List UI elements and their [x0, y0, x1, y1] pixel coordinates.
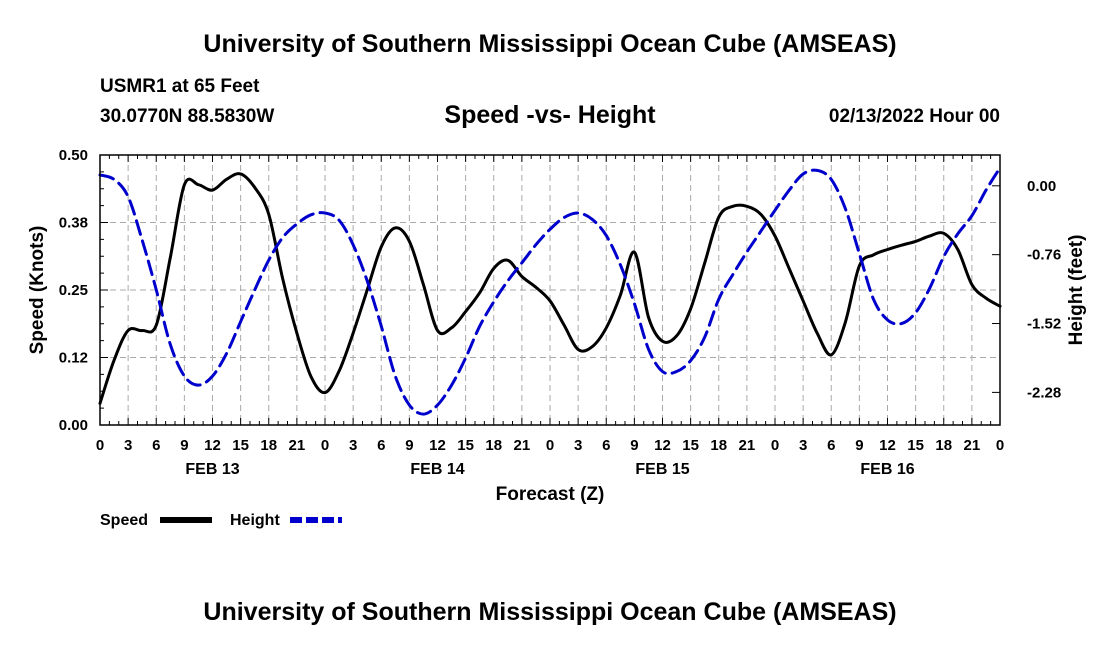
- legend-height-label: Height: [230, 512, 280, 529]
- x-tick-label: 12: [879, 437, 896, 454]
- day-label: FEB 14: [410, 461, 464, 478]
- x-tick-label: 6: [602, 437, 610, 454]
- y-tick-label: 0.25: [59, 282, 88, 299]
- x-tick-label: 18: [260, 437, 277, 454]
- x-tick-label: 12: [204, 437, 221, 454]
- forecast-datetime: 02/13/2022 Hour 00: [828, 106, 1000, 127]
- x-tick-label: 9: [180, 437, 188, 454]
- y-axis-label: Speed (Knots): [27, 226, 48, 355]
- x-tick-label: 21: [739, 437, 756, 454]
- y2-tick-label: 0.00: [1027, 178, 1056, 195]
- x-tick-label: 9: [855, 437, 863, 454]
- x-tick-label: 21: [514, 437, 531, 454]
- legend-speed-label: Speed: [100, 512, 148, 529]
- x-tick-label: 9: [630, 437, 638, 454]
- x-tick-label: 0: [771, 437, 779, 454]
- x-tick-label: 0: [546, 437, 554, 454]
- x-tick-label: 21: [289, 437, 306, 454]
- x-tick-label: 3: [574, 437, 582, 454]
- x-tick-label: 0: [321, 437, 329, 454]
- footer-title: University of Southern Mississippi Ocean…: [203, 598, 897, 626]
- y2-tick-label: -2.28: [1027, 384, 1061, 401]
- series-layer: [98, 166, 1002, 416]
- coordinates-label: 30.0770N 88.5830W: [100, 106, 275, 127]
- series-line-height: [98, 166, 1002, 416]
- x-tick-label: 15: [907, 437, 924, 454]
- y-tick-label: 0.38: [59, 215, 88, 232]
- grid: [100, 155, 1000, 425]
- x-tick-label: 18: [485, 437, 502, 454]
- x-tick-label: 12: [429, 437, 446, 454]
- x-tick-label: 3: [799, 437, 807, 454]
- y-tick-label: 0.00: [59, 417, 88, 434]
- y2-axis-label: Height (feet): [1066, 235, 1087, 346]
- x-tick-label: 12: [654, 437, 671, 454]
- day-label: FEB 16: [860, 461, 914, 478]
- station-label: USMR1 at 65 Feet: [100, 76, 260, 97]
- x-tick-label: 6: [827, 437, 835, 454]
- y2-tick-label: -1.52: [1027, 316, 1061, 333]
- x-tick-label: 18: [710, 437, 727, 454]
- day-label: FEB 13: [185, 461, 239, 478]
- y-tick-label: 0.50: [59, 147, 88, 164]
- chart-subtitle: Speed -vs- Height: [444, 101, 656, 129]
- x-tick-label: 15: [682, 437, 699, 454]
- x-tick-label: 0: [996, 437, 1004, 454]
- day-label: FEB 15: [635, 461, 689, 478]
- axes: 0 3 6 9 12 15 18 21 0 3 6 9 12 15 18 21 0 3 6 9 12 15 18 21 0 3 6 9…: [59, 147, 1061, 478]
- x-tick-label: 3: [124, 437, 132, 454]
- x-tick-label: 21: [964, 437, 981, 454]
- x-tick-label: 15: [457, 437, 474, 454]
- x-tick-label: 0: [96, 437, 104, 454]
- x-tick-label: 6: [152, 437, 160, 454]
- x-axis-label: Forecast (Z): [496, 484, 605, 505]
- y-tick-label: 0.12: [59, 350, 88, 367]
- legend: Speed Height: [100, 512, 342, 529]
- x-tick-label: 6: [377, 437, 385, 454]
- chart-title: University of Southern Mississippi Ocean…: [203, 30, 897, 58]
- x-tick-label: 18: [935, 437, 952, 454]
- x-tick-label: 15: [232, 437, 249, 454]
- x-tick-label: 9: [405, 437, 413, 454]
- x-tick-label: 3: [349, 437, 357, 454]
- series-line-speed: [98, 172, 1002, 405]
- y2-tick-label: -0.76: [1027, 247, 1061, 264]
